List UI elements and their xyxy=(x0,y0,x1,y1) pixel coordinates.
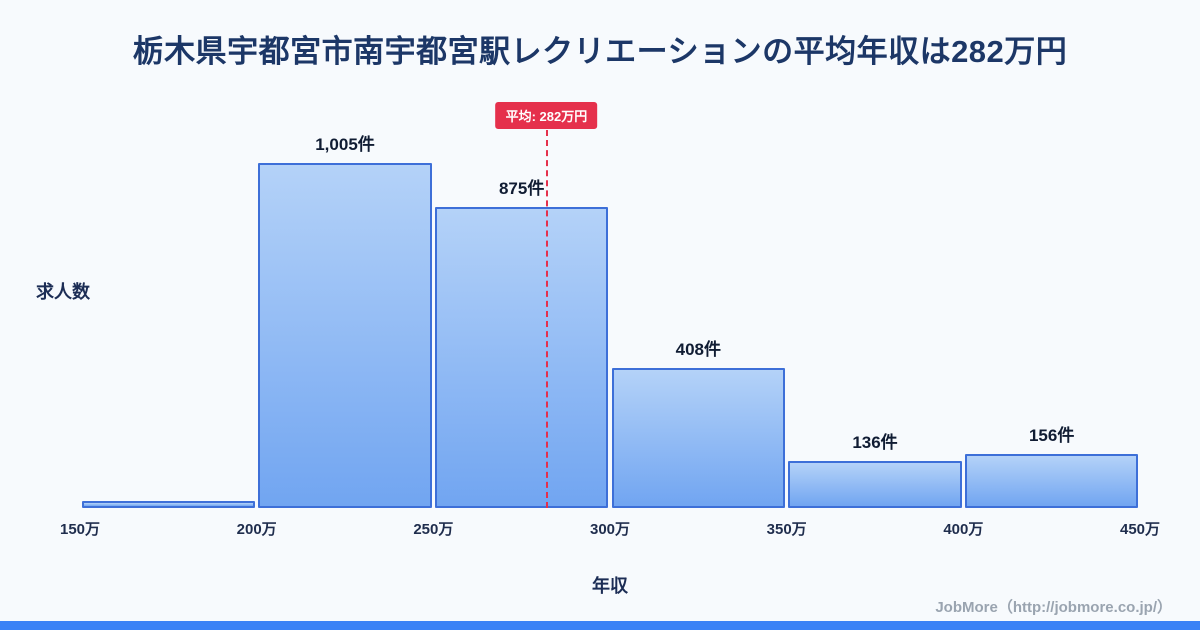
bar-count-label: 156件 xyxy=(1028,426,1075,446)
x-tick-label: 450万 xyxy=(1119,521,1161,538)
x-tick-label: 200万 xyxy=(236,521,277,538)
average-line xyxy=(546,130,549,508)
footer-credit: JobMore（http://jobmore.co.jp/） xyxy=(935,599,1172,616)
x-tick-label: 250万 xyxy=(413,521,454,538)
histogram-bar xyxy=(611,367,786,508)
plot-area: 平均: 282万円 1,005件 875件 408件 136件 156件 150万 200万… xyxy=(60,102,1160,538)
y-axis-label: 求人数 xyxy=(36,282,90,302)
x-tick-label: 150万 xyxy=(59,521,101,538)
average-badge: 平均: 282万円 xyxy=(495,102,598,129)
bar-count-label: 408件 xyxy=(675,339,722,359)
x-tick-label: 300万 xyxy=(589,521,631,538)
bar-count-label: 1,005件 xyxy=(315,134,375,154)
histogram-bar xyxy=(788,461,962,508)
chart-title: 栃木県宇都宮市南宇都宮駅レクリエーションの平均年収は282万円 xyxy=(132,34,1068,69)
bar-count-label: 875件 xyxy=(498,179,545,199)
x-tick-label: 400万 xyxy=(943,521,984,538)
histogram-bar xyxy=(964,454,1139,508)
bar-count-label: 136件 xyxy=(852,433,898,453)
bottom-accent-bar xyxy=(0,621,1200,630)
histogram-bar xyxy=(434,207,609,508)
x-axis-label: 年収 xyxy=(592,576,628,596)
histogram-bar xyxy=(258,162,432,508)
x-tick-label: 350万 xyxy=(766,521,807,538)
histogram-bar xyxy=(81,501,256,508)
